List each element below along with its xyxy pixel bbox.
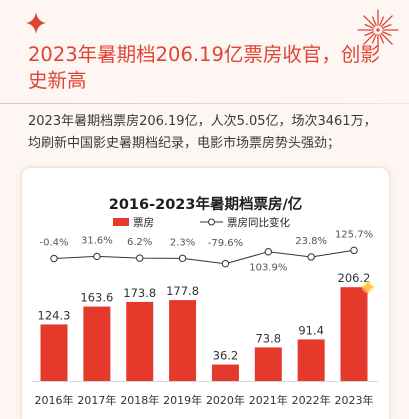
trend-unit: % (364, 229, 374, 240)
bar-value-label: 177.8 (166, 284, 199, 298)
trend-value-label: 125.7% (335, 229, 373, 240)
x-tick-label: 2023年 (335, 393, 374, 407)
bar-value-label: 73.8 (255, 331, 281, 345)
trend-unit: % (186, 237, 196, 248)
bar-value-label: 206.2 (338, 271, 371, 285)
trend-value: -79.6 (208, 238, 234, 249)
chart-card: 2016-2023年暑期档票房/亿 票房 票房同比变化 124.3 163.6 17… (21, 167, 390, 419)
legend-label: 票房 (133, 216, 154, 229)
x-axis-ticks: 2016年 2017年 2018年 2019年 2020年 2021年 2022年 2023年 (35, 393, 374, 407)
trend-point (221, 259, 230, 268)
trend-value-label: 6.2% (127, 237, 152, 248)
x-tick-label: 2018年 (120, 393, 159, 407)
bar (211, 364, 239, 381)
trend-value: 103.9 (249, 263, 278, 274)
trend-point (178, 254, 187, 263)
bar-value-label: 91.4 (298, 323, 324, 337)
trend-line (53, 249, 355, 265)
trend-value-label: 23.8% (295, 236, 327, 247)
x-tick-label: 2022年 (292, 393, 331, 407)
bar-value-label: 163.6 (80, 291, 113, 305)
trend-value-label: 103.9% (249, 263, 287, 274)
trend-value: 125.7 (335, 229, 364, 240)
legend-line-icon (200, 218, 223, 226)
bar (297, 339, 325, 381)
trend-value-label: -0.4% (39, 238, 68, 249)
bar (40, 324, 68, 381)
bar-value-label: 36.2 (213, 349, 239, 363)
trend-point (350, 246, 358, 255)
trend-point (93, 252, 101, 261)
page-title: 2023年暑期档206.19亿票房收官，创影史新高 (28, 43, 380, 92)
trend-value-label: 31.6% (81, 235, 113, 246)
trend-value-label: -79.6% (208, 238, 243, 249)
x-tick-label: 2021年 (249, 393, 288, 407)
bar (340, 287, 368, 381)
trend-unit: % (59, 238, 69, 249)
trend-unit: % (278, 263, 288, 274)
firework-icon (357, 9, 399, 51)
trend-value: 23.8 (295, 236, 317, 247)
legend-label: 票房同比变化 (227, 216, 290, 229)
sparkle-icon (361, 280, 375, 294)
x-tick-label: 2016年 (35, 393, 74, 407)
legend-bar-swatch (113, 218, 129, 226)
bar (254, 347, 282, 381)
bar-series (40, 287, 368, 381)
intro-text: 2023年暑期档票房206.19亿，人次5.05亿，场次3461万，均刷新中国影… (28, 114, 377, 151)
trend-value-label: 2.3% (170, 237, 195, 248)
data-labels: 124.3 163.6 173.8 177.8 36.2 73.8 91.4 206.2 -0.… (38, 229, 374, 362)
trend-unit: % (103, 235, 113, 246)
trend-unit: % (318, 236, 328, 247)
chart-plot: 124.3 163.6 173.8 177.8 36.2 73.8 91.4 206.2 -0.… (32, 229, 378, 407)
trend-value: 31.6 (81, 235, 103, 246)
x-tick-label: 2020年 (206, 393, 245, 407)
sparkle-icon (26, 12, 46, 34)
trend-value: 2.3 (170, 237, 186, 248)
bar-value-label: 124.3 (38, 308, 71, 322)
legend-item-line: 票房同比变化 (200, 214, 290, 230)
bar-value-label: 173.8 (123, 286, 156, 300)
chart-title: 2016-2023年暑期档票房/亿 (108, 197, 303, 213)
x-tick-label: 2017年 (77, 393, 116, 407)
trend-unit: % (143, 237, 153, 248)
trend-point (50, 254, 58, 263)
trend-point (136, 254, 144, 262)
legend-item-bar: 票房 (113, 214, 154, 230)
trend-value: -0.4 (39, 238, 59, 249)
trend-series (50, 246, 358, 268)
divider (0, 103, 409, 104)
bar (83, 306, 111, 381)
trend-point (307, 253, 315, 261)
bar (126, 301, 154, 381)
x-tick-label: 2019年 (163, 393, 202, 407)
bar (169, 300, 197, 381)
trend-unit: % (234, 238, 244, 249)
trend-value: 6.2 (127, 237, 143, 248)
trend-point (264, 248, 273, 256)
